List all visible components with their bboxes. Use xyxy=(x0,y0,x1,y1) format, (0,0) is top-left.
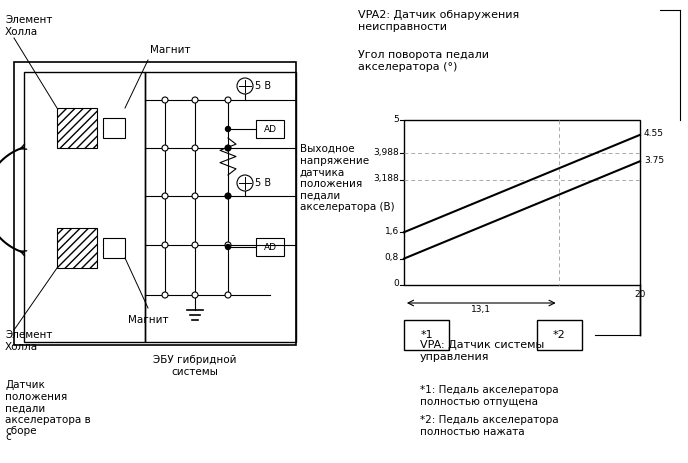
Text: 13,1: 13,1 xyxy=(471,305,491,314)
Text: с: с xyxy=(5,432,11,442)
Bar xyxy=(103,238,125,258)
Circle shape xyxy=(192,97,198,103)
Text: Выходное
напряжение
датчика
положения
педали
акселератора (В): Выходное напряжение датчика положения пе… xyxy=(300,144,395,212)
Circle shape xyxy=(226,145,230,150)
Text: Магнит: Магнит xyxy=(150,45,191,55)
Text: *2: *2 xyxy=(552,330,566,340)
Text: Элемент
Холла: Элемент Холла xyxy=(5,330,52,351)
Text: VPA2: Датчик обнаружения
неисправности: VPA2: Датчик обнаружения неисправности xyxy=(358,10,519,31)
Bar xyxy=(14,62,296,345)
Text: AD: AD xyxy=(264,243,277,251)
Bar xyxy=(404,120,640,285)
Text: VPA: Датчик системы
управления: VPA: Датчик системы управления xyxy=(420,340,544,362)
Circle shape xyxy=(225,97,231,103)
Circle shape xyxy=(226,194,230,199)
Circle shape xyxy=(162,97,168,103)
Text: Магнит: Магнит xyxy=(128,315,169,325)
Circle shape xyxy=(225,145,231,151)
Text: Угол поворота педали
акселератора (°): Угол поворота педали акселератора (°) xyxy=(358,50,489,72)
Bar xyxy=(256,238,284,256)
Bar xyxy=(24,72,145,342)
Text: 0: 0 xyxy=(394,280,399,288)
Circle shape xyxy=(162,145,168,151)
Circle shape xyxy=(225,242,231,248)
Circle shape xyxy=(225,193,231,199)
Text: 3,988: 3,988 xyxy=(374,148,399,157)
Text: AD: AD xyxy=(264,125,277,133)
Text: ЭБУ гибридной
системы: ЭБУ гибридной системы xyxy=(153,355,237,376)
Circle shape xyxy=(225,292,231,298)
Text: 5 В: 5 В xyxy=(255,178,271,188)
Circle shape xyxy=(162,292,168,298)
Circle shape xyxy=(162,242,168,248)
Text: 20: 20 xyxy=(634,290,645,299)
Bar xyxy=(57,108,97,148)
Text: 0,8: 0,8 xyxy=(385,253,399,262)
Circle shape xyxy=(162,193,168,199)
Text: *1: *1 xyxy=(420,330,433,340)
Text: 5 В: 5 В xyxy=(255,81,271,91)
Bar xyxy=(57,228,97,268)
Circle shape xyxy=(192,145,198,151)
Text: 5: 5 xyxy=(394,114,399,124)
Bar xyxy=(537,320,581,350)
Circle shape xyxy=(226,244,230,250)
Circle shape xyxy=(226,126,230,131)
Bar xyxy=(256,120,284,138)
Bar xyxy=(145,72,296,342)
Text: Элемент
Холла: Элемент Холла xyxy=(5,15,52,37)
Text: 3,188: 3,188 xyxy=(374,174,399,183)
Text: *1: Педаль акселератора
полностью отпущена: *1: Педаль акселератора полностью отпуще… xyxy=(420,385,559,407)
Text: 3.75: 3.75 xyxy=(644,156,664,165)
Text: 1,6: 1,6 xyxy=(385,227,399,236)
Circle shape xyxy=(192,193,198,199)
Text: 4.55: 4.55 xyxy=(644,129,664,138)
Circle shape xyxy=(192,242,198,248)
Bar xyxy=(404,320,449,350)
Bar xyxy=(103,118,125,138)
Text: *2: Педаль акселератора
полностью нажата: *2: Педаль акселератора полностью нажата xyxy=(420,415,559,437)
Text: Датчик
положения
педали
акселератора в
сборе: Датчик положения педали акселератора в с… xyxy=(5,380,91,437)
Circle shape xyxy=(192,292,198,298)
